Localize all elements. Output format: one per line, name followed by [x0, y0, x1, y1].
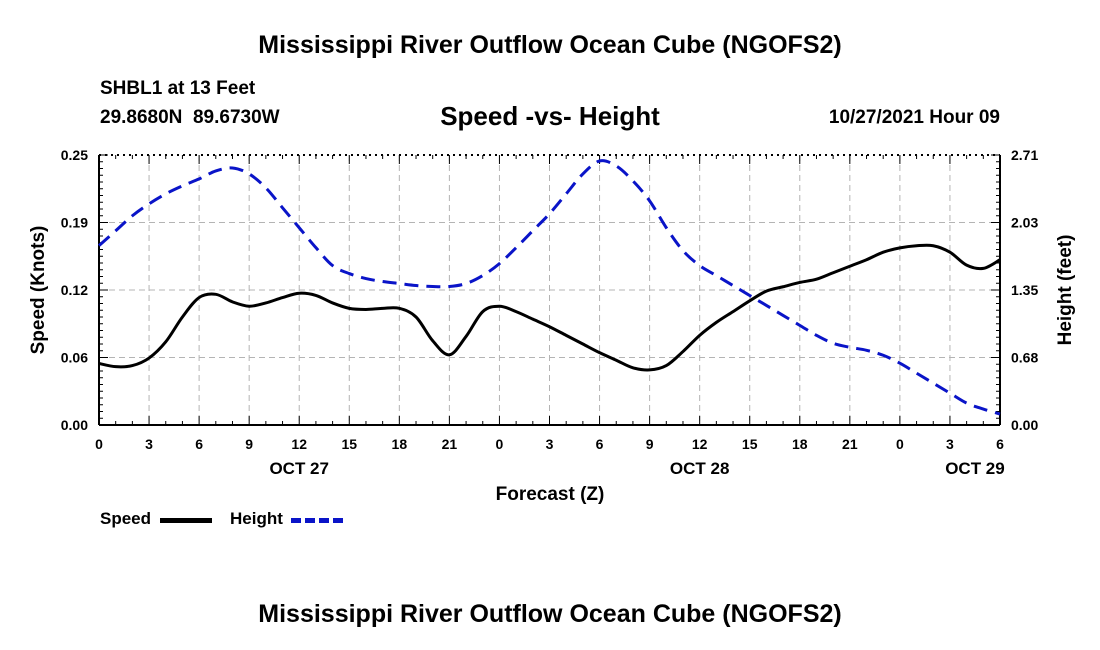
y-tick-label: 0.06	[61, 350, 88, 366]
station-coords: 29.8680N 89.6730W	[100, 107, 280, 128]
legend-height-label: Height	[230, 509, 283, 528]
x-tick-label: 21	[442, 436, 458, 452]
legend-speed-swatch	[160, 518, 212, 523]
x-tick-label: 6	[996, 436, 1004, 452]
y2-tick-label: 2.03	[1011, 215, 1038, 231]
x-tick-label: 9	[646, 436, 654, 452]
y-tick-label: 0.25	[61, 147, 88, 163]
y-tick-label: 0.12	[61, 282, 88, 298]
footer-title: Mississippi River Outflow Ocean Cube (NG…	[258, 600, 842, 628]
x-tick-label: 0	[896, 436, 904, 452]
date-label: OCT 27	[269, 459, 329, 478]
x-tick-label: 6	[596, 436, 604, 452]
forecast-datetime: 10/27/2021 Hour 09	[828, 107, 1000, 128]
x-tick-label: 9	[245, 436, 253, 452]
x-axis-label: Forecast (Z)	[496, 484, 605, 505]
y2-tick-label: 0.68	[1011, 350, 1038, 366]
legend-height-swatch	[291, 518, 343, 523]
series-line-speed	[98, 243, 1001, 372]
x-tick-label: 15	[742, 436, 758, 452]
station-name: SHBL1 at 13 Feet	[100, 78, 256, 99]
x-tick-label: 21	[842, 436, 858, 452]
y2-tick-label: 0.00	[1011, 417, 1038, 433]
date-label: OCT 28	[670, 459, 730, 478]
x-tick-label: 0	[95, 436, 103, 452]
speed-height-chart: 0.00 0.06 0.12 0.19 0.25 0.00 0.68 1.35 2.03 2.71…	[28, 147, 1076, 505]
grid	[99, 155, 1000, 425]
series	[97, 159, 1001, 416]
x-tick-label: 12	[692, 436, 708, 452]
y-tick-label: 0.19	[61, 215, 88, 231]
y2-tick-label: 1.35	[1011, 282, 1038, 298]
tick-labels: 0.00 0.06 0.12 0.19 0.25 0.00 0.68 1.35 2.03 2.71…	[61, 147, 1039, 478]
x-tick-label: 18	[392, 436, 408, 452]
page-title: Mississippi River Outflow Ocean Cube (NG…	[258, 31, 842, 59]
date-label: OCT 29	[945, 459, 1005, 478]
x-tick-label: 3	[145, 436, 153, 452]
y2-axis-label: Height (feet)	[1055, 235, 1076, 346]
x-tick-label: 15	[341, 436, 357, 452]
y-tick-label: 0.00	[61, 417, 88, 433]
x-tick-label: 18	[792, 436, 808, 452]
axes	[98, 154, 1001, 426]
chart-title: Speed -vs- Height	[440, 101, 660, 131]
x-tick-label: 0	[496, 436, 504, 452]
x-tick-label: 3	[546, 436, 554, 452]
y2-tick-label: 2.71	[1011, 147, 1038, 163]
x-tick-label: 12	[291, 436, 307, 452]
x-tick-label: 3	[946, 436, 954, 452]
x-tick-label: 6	[195, 436, 203, 452]
y-axis-label: Speed (Knots)	[28, 226, 49, 355]
legend-speed-label: Speed	[100, 509, 152, 528]
